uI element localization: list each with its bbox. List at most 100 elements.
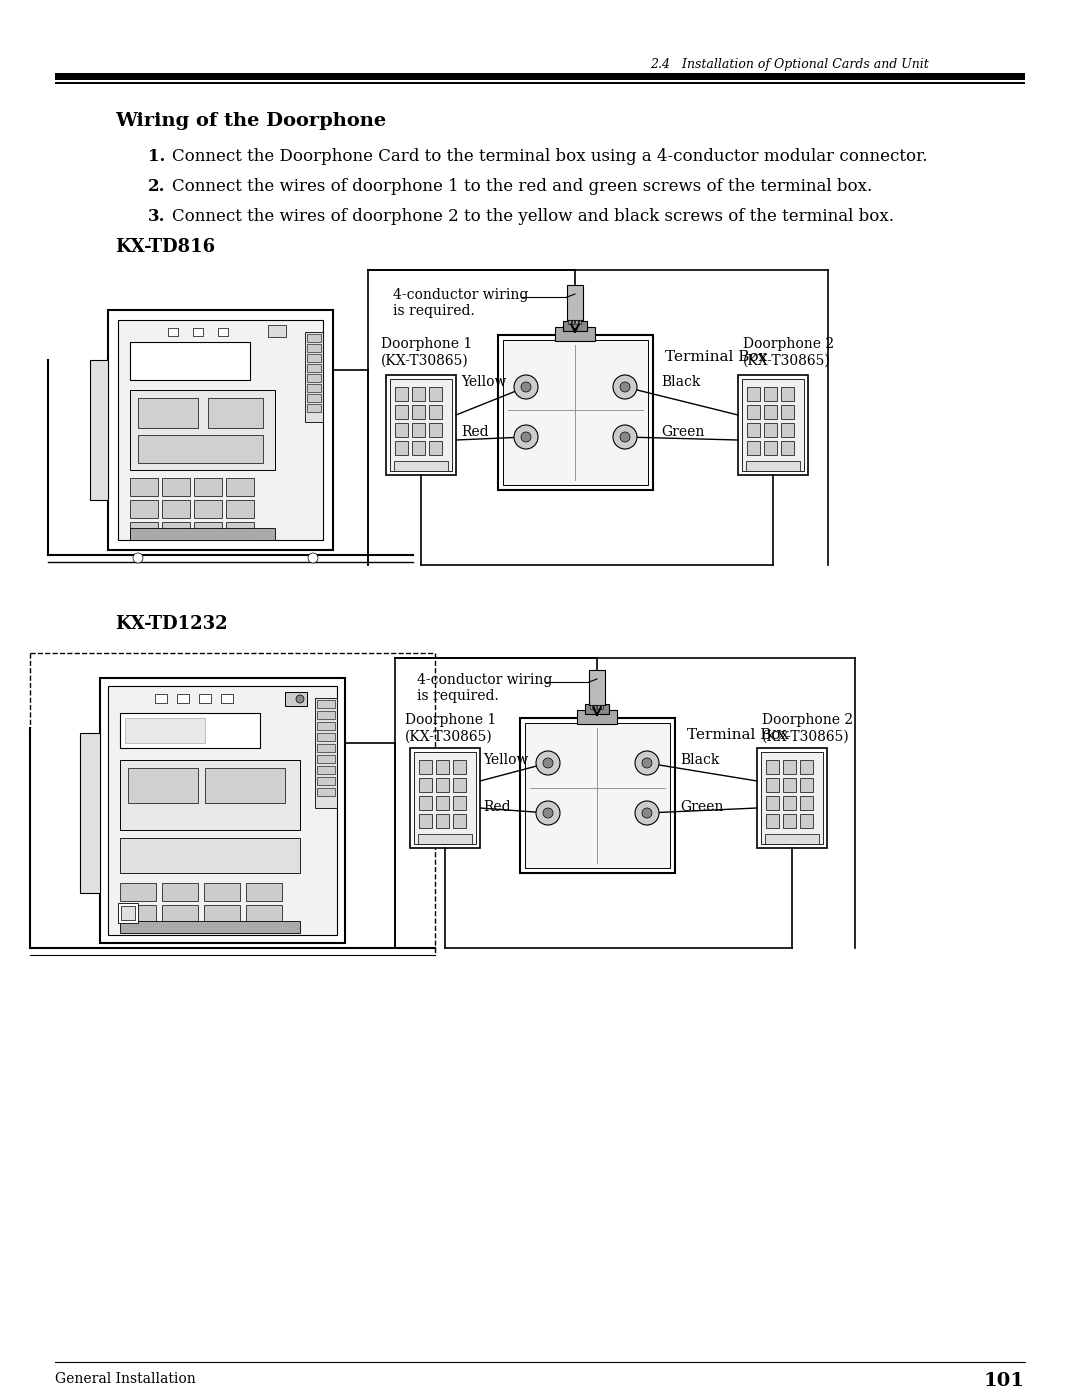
Bar <box>218 328 228 336</box>
Bar <box>436 813 449 827</box>
Bar <box>436 797 449 811</box>
Bar <box>781 441 794 455</box>
Bar <box>436 778 449 792</box>
Bar <box>268 325 286 337</box>
Bar <box>411 405 426 419</box>
Circle shape <box>635 750 659 776</box>
Bar <box>120 760 300 830</box>
Bar <box>130 522 158 540</box>
Text: 2.4   Installation of Optional Cards and Unit: 2.4 Installation of Optional Cards and U… <box>650 57 929 71</box>
Text: Yellow: Yellow <box>461 375 507 389</box>
Text: Green: Green <box>680 799 724 813</box>
Bar <box>162 500 190 518</box>
Bar <box>525 722 670 868</box>
Bar <box>129 769 198 804</box>
Bar <box>318 700 335 708</box>
Bar <box>411 441 426 455</box>
Bar <box>204 904 240 923</box>
Text: Connect the wires of doorphone 1 to the red and green screws of the terminal box: Connect the wires of doorphone 1 to the … <box>172 178 873 195</box>
Bar <box>80 734 100 893</box>
Text: Doorphone 1
(KX-T30865): Doorphone 1 (KX-T30865) <box>381 337 472 367</box>
Bar <box>429 423 442 437</box>
Text: 1.: 1. <box>148 148 165 165</box>
Bar <box>571 321 573 323</box>
Bar <box>138 435 264 463</box>
Text: Doorphone 1
(KX-T30865): Doorphone 1 (KX-T30865) <box>405 713 496 743</box>
Bar <box>307 393 321 402</box>
Text: 4-conductor wiring
is required.: 4-conductor wiring is required. <box>393 288 528 318</box>
Bar <box>519 718 675 874</box>
Bar <box>764 386 777 400</box>
Bar <box>108 309 333 550</box>
Bar <box>747 423 760 437</box>
Text: Red: Red <box>461 426 488 440</box>
Bar <box>121 906 135 920</box>
Circle shape <box>521 433 531 442</box>
Bar <box>307 364 321 372</box>
Text: 101: 101 <box>984 1372 1025 1390</box>
Bar <box>436 760 449 774</box>
Bar <box>120 921 300 932</box>
Bar <box>594 706 596 708</box>
Bar <box>418 834 472 844</box>
Bar <box>118 321 323 540</box>
Bar <box>757 748 827 848</box>
Circle shape <box>613 375 637 399</box>
Bar <box>130 477 158 496</box>
Bar <box>766 797 779 811</box>
Bar <box>307 344 321 351</box>
Bar <box>120 839 300 874</box>
Text: 2.: 2. <box>148 178 165 195</box>
Bar <box>783 778 796 792</box>
Bar <box>307 374 321 382</box>
Circle shape <box>536 801 561 825</box>
Bar <box>168 328 178 336</box>
Bar <box>429 386 442 400</box>
Bar <box>800 778 813 792</box>
Bar <box>246 904 282 923</box>
Text: Red: Red <box>483 799 511 813</box>
Bar <box>386 375 456 475</box>
Bar <box>783 797 796 811</box>
Text: Doorphone 2
(KX-T30865): Doorphone 2 (KX-T30865) <box>743 337 834 367</box>
Bar <box>395 386 408 400</box>
Bar <box>765 834 819 844</box>
Bar <box>246 883 282 902</box>
Bar <box>162 522 190 540</box>
Bar <box>577 710 617 724</box>
Bar <box>572 743 623 843</box>
Bar <box>395 405 408 419</box>
Bar <box>177 694 189 703</box>
Bar <box>742 379 804 470</box>
Bar <box>130 342 249 379</box>
Bar <box>130 528 275 540</box>
Bar <box>498 335 653 490</box>
Bar <box>781 386 794 400</box>
Text: Yellow: Yellow <box>483 753 528 767</box>
Bar <box>199 694 211 703</box>
Bar <box>589 671 605 706</box>
Bar <box>55 73 1025 80</box>
Bar <box>590 706 593 708</box>
Bar <box>394 461 448 470</box>
Bar <box>318 743 335 752</box>
Circle shape <box>296 694 303 703</box>
Bar <box>390 379 453 470</box>
Text: Black: Black <box>661 375 700 389</box>
Bar <box>395 423 408 437</box>
Bar <box>318 755 335 763</box>
Bar <box>318 766 335 774</box>
Bar <box>194 500 222 518</box>
Circle shape <box>536 750 561 776</box>
Bar <box>746 461 800 470</box>
Bar <box>226 500 254 518</box>
Circle shape <box>308 553 318 563</box>
Bar <box>90 360 108 500</box>
Bar <box>419 778 432 792</box>
Text: Terminal Box: Terminal Box <box>687 728 789 742</box>
Bar <box>208 398 264 428</box>
Bar <box>307 335 321 342</box>
Bar <box>162 477 190 496</box>
Bar <box>800 813 813 827</box>
Bar <box>747 386 760 400</box>
